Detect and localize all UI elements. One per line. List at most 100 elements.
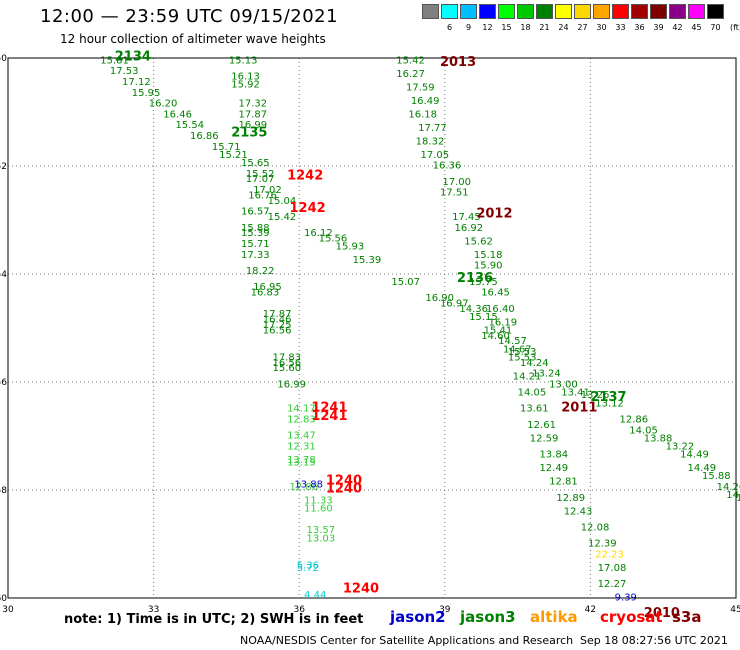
swh-value-label: 12.86	[289, 482, 318, 493]
y-tick-label: -58	[0, 486, 7, 496]
track-id-label: 2136	[457, 271, 493, 286]
track-id-label: 1240	[343, 582, 379, 597]
swh-value-label: 13.88	[294, 479, 323, 490]
swh-value-label: 16.83	[251, 288, 280, 299]
swh-value-label: 15.93	[336, 242, 365, 253]
swh-value-label: 16.46	[163, 109, 192, 120]
swh-value-label: 16.40	[486, 304, 515, 315]
swh-value-label: 16.20	[149, 99, 178, 110]
swh-value-label: 16.86	[190, 131, 219, 142]
x-tick-label: 30	[2, 605, 14, 615]
swh-value-label: 17.59	[406, 82, 435, 93]
swh-value-label: 13.22	[666, 442, 695, 453]
swh-value-label: 17.87	[263, 309, 292, 320]
swh-value-label: 14.67	[503, 344, 532, 355]
swh-value-label: 13.26	[581, 390, 610, 401]
swh-value-label: 13.41	[561, 388, 590, 399]
colorbar-swatch	[707, 4, 724, 19]
legend-cryosat: cryosat	[600, 608, 663, 626]
swh-value-label: 22.23	[595, 550, 624, 561]
swh-value-label: 16.45	[481, 288, 510, 299]
swh-value-label: 13.78	[287, 455, 316, 466]
swh-value-label: 16.56	[263, 325, 292, 336]
swh-value-label: 15.62	[464, 236, 493, 247]
swh-value-label: 13.03	[306, 533, 335, 544]
swh-value-label: 17.83	[273, 352, 302, 363]
colorbar-tick-label: 18	[520, 23, 531, 32]
swh-value-label: 13.15	[287, 458, 316, 469]
credit-text: NOAA/NESDIS Center for Satellite Applica…	[240, 634, 574, 647]
x-tick-label: 42	[585, 605, 596, 615]
swh-value-label: 15.42	[268, 212, 297, 223]
swh-value-label: 14.60	[481, 331, 510, 342]
track-id-label: 1242	[287, 169, 323, 184]
swh-value-label: 14.05	[518, 388, 547, 399]
swh-value-label: 16.13	[231, 72, 260, 83]
swh-value-label: 13.57	[306, 525, 335, 536]
swh-value-label: 16.57	[241, 207, 270, 218]
swh-value-label: 15.54	[175, 120, 204, 131]
y-tick-label: -54	[0, 270, 7, 280]
swh-value-label: 17.51	[440, 188, 469, 199]
y-tick-label: -52	[0, 162, 7, 172]
swh-value-label: 15.07	[391, 277, 420, 288]
swh-value-label: 12.27	[598, 579, 627, 590]
y-tick-label: -60	[0, 594, 7, 604]
colorbar-tick-label: 27	[577, 23, 588, 32]
colorbar-tick-label: 6	[446, 23, 453, 32]
track-id-label: 1240	[326, 482, 362, 497]
swh-value-label: 15.71	[212, 142, 241, 153]
swh-value-label: 17.77	[418, 123, 447, 134]
colorbar-tick-label: 33	[615, 23, 626, 32]
swh-value-label: 13.24	[532, 369, 561, 380]
swh-value-label: 15.53	[508, 352, 537, 363]
timestamp-text: Sep 18 08:27:56 UTC 2021	[580, 634, 728, 647]
colorbar-tick-label: 45	[691, 23, 702, 32]
swh-value-label: 4.44	[304, 590, 326, 601]
swh-value-label: 15.88	[241, 223, 270, 234]
track-id-label: 1241	[311, 409, 347, 424]
swh-value-label: 14.21	[513, 371, 542, 382]
swh-value-label: 15.15	[469, 312, 498, 323]
colorbar-swatch	[517, 4, 534, 19]
swh-value-label: 17.05	[421, 150, 450, 161]
note-text: note: 1) Time is in UTC; 2) SWH is in fe…	[64, 612, 364, 627]
swh-value-label: 14.49	[680, 450, 709, 461]
legend-s3a: s3a	[672, 608, 702, 626]
swh-value-label: 14.36	[459, 304, 488, 315]
swh-value-label: 17.08	[598, 563, 627, 574]
plot-frame	[7, 57, 737, 599]
swh-value-label: 17.25	[263, 320, 292, 331]
swh-value-label: 14.49	[687, 463, 716, 474]
colorbar-tick-label: 30	[596, 23, 607, 32]
swh-value-label: 13.12	[595, 398, 624, 409]
swh-value-label: 16.36	[433, 161, 462, 172]
swh-value-label: 16.46	[263, 315, 292, 326]
swh-value-label: 11.60	[304, 504, 333, 515]
swh-value-label: 16.92	[455, 223, 484, 234]
swh-value-label: 14.34	[736, 493, 740, 504]
track-id-label: 2134	[115, 50, 151, 65]
swh-value-label: 17.07	[246, 174, 275, 185]
swh-value-label: 12.43	[564, 506, 593, 517]
grid-lines	[7, 57, 737, 599]
x-tick-label: 39	[439, 605, 451, 615]
colorbar-swatch	[441, 4, 458, 19]
swh-value-label: 11.33	[304, 496, 333, 507]
chart-title: 12:00 — 23:59 UTC 09/15/2021	[40, 6, 339, 27]
colorbar-tick-label: 39	[653, 23, 664, 32]
swh-value-label: 17.53	[110, 66, 139, 77]
swh-value-label: 17.02	[253, 185, 282, 196]
swh-value-label: 5.36	[297, 560, 319, 571]
track-labels: 2134 2135 2136 2137 2013 2012 2011 2010 1242 1242…	[115, 50, 680, 621]
colorbar-swatch	[631, 4, 648, 19]
colorbar-tick-label: 15	[501, 23, 512, 32]
swh-value-label: 14.66	[726, 490, 740, 501]
swh-value-label: 15.81	[100, 55, 129, 66]
swh-value-label: 17.00	[442, 177, 471, 188]
swh-value-label: 15.56	[319, 234, 348, 245]
swh-value-label: 16.99	[277, 379, 306, 390]
swh-value-label: 15.71	[241, 239, 270, 250]
swh-value-label: 15.04	[268, 196, 297, 207]
